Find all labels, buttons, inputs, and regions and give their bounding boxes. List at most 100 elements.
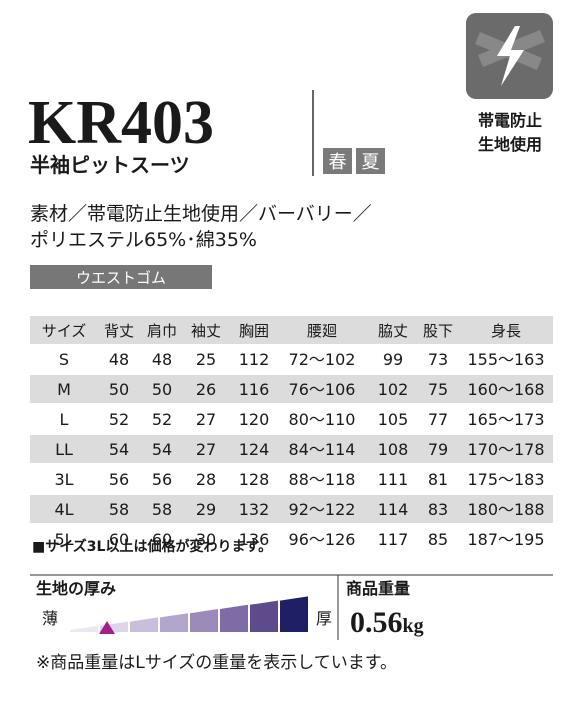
cell: 114 [378,500,409,519]
thickness-step [130,617,158,632]
cell: 105 [378,410,409,429]
cell: S [59,350,69,369]
cell: 84～114 [289,440,356,459]
row-bg [30,495,553,523]
row-bg [30,375,553,403]
cell: 48 [152,350,172,369]
weight-value: 0.56 [350,606,403,639]
cell: 50 [152,380,172,399]
cell: 187～195 [467,530,544,549]
cell: 52 [152,410,172,429]
cell: 116 [239,380,270,399]
waist-bar [30,265,212,289]
cell: 170～178 [467,440,544,459]
cell: 111 [378,470,409,489]
product-name: 半袖ピットスーツ [30,153,190,177]
product-code: KR403 [28,89,214,157]
bolt [497,26,524,86]
cell: 96～126 [289,530,356,549]
header-cell: 脇丈 [378,322,408,340]
header-cell: 肩巾 [147,322,177,340]
material: 素材／帯電防止生地使用／バーバリー／ [30,203,372,225]
header-cell: 身長 [491,322,521,340]
cell: LL [55,440,73,459]
cell: 81 [428,470,448,489]
cell: 58 [109,500,129,519]
cell: 92～122 [289,500,356,519]
thickness-step [220,604,248,632]
cell: 80～110 [289,410,356,429]
cell: 83 [428,500,448,519]
cell: 56 [152,470,172,489]
cell: 25 [196,350,216,369]
cell: 72～102 [289,350,356,369]
season-box [356,148,385,174]
badge-text: 帯電防止 [478,111,542,130]
header-bg [30,316,553,344]
cell: 180～188 [467,500,544,519]
cell: 28 [196,470,216,489]
cell: 175～183 [467,470,544,489]
cell: 48 [109,350,129,369]
thickness-step [280,596,308,632]
cell: 160～168 [467,380,544,399]
cell: 112 [239,350,270,369]
size-note: ■サイズ3L以上は価格が変わります。 [32,538,272,555]
header-cell: 腰廻 [307,322,337,340]
cell: 132 [239,500,270,519]
season: 夏 [362,152,380,173]
thickness-step [160,613,188,632]
season: 春 [329,152,347,173]
cell: 27 [196,440,216,459]
cell: 58 [152,500,172,519]
header-cell: 胸囲 [239,322,269,340]
weight-unit: kg [403,615,424,637]
waist: ウエストゴム [76,269,166,287]
cell: 3L [54,470,73,489]
cell: 50 [109,380,129,399]
thickness-step [250,600,278,632]
cell: 60 [109,530,129,549]
cell: 88～118 [289,470,356,489]
weight: 0.56kg [350,606,424,639]
cell: 155～163 [467,350,544,369]
season-box [323,148,352,174]
cell: 165～173 [467,410,544,429]
cell: 4L [54,500,73,519]
row-bg [30,435,553,463]
cell: 76～106 [289,380,356,399]
cell: 79 [428,440,448,459]
badge-text: 生地使用 [478,135,542,154]
thickness-marker [99,621,115,634]
cell: 128 [239,470,270,489]
cell: 5L [54,530,73,549]
cell: 102 [378,380,409,399]
material: ポリエステル65%･綿35% [30,229,257,251]
cell: L [60,410,69,429]
cell: 54 [109,440,129,459]
thickness-step [190,609,218,632]
cell: 85 [428,530,448,549]
cell: 136 [239,530,270,549]
cell: 99 [383,350,403,369]
cell: 26 [196,380,216,399]
cell: 73 [428,350,448,369]
header-cell: サイズ [42,322,87,340]
header-cell: 股下 [423,322,453,340]
header-cell: 袖丈 [191,322,221,340]
cell: 60 [152,530,172,549]
weight-label: 商品重量 [346,579,410,598]
thickness-scale [70,596,308,632]
header-cell: 背丈 [104,322,134,340]
cell: 27 [196,410,216,429]
thick-label: 厚 [316,609,332,628]
cell: 117 [378,530,409,549]
cell: 56 [109,470,129,489]
footnote: ※商品重量はLサイズの重量を表示しています。 [36,653,397,673]
cell: 108 [378,440,409,459]
thickness-label: 生地の厚み [36,579,116,598]
cell: 120 [239,410,270,429]
cell: M [57,380,71,399]
cell: 52 [109,410,129,429]
